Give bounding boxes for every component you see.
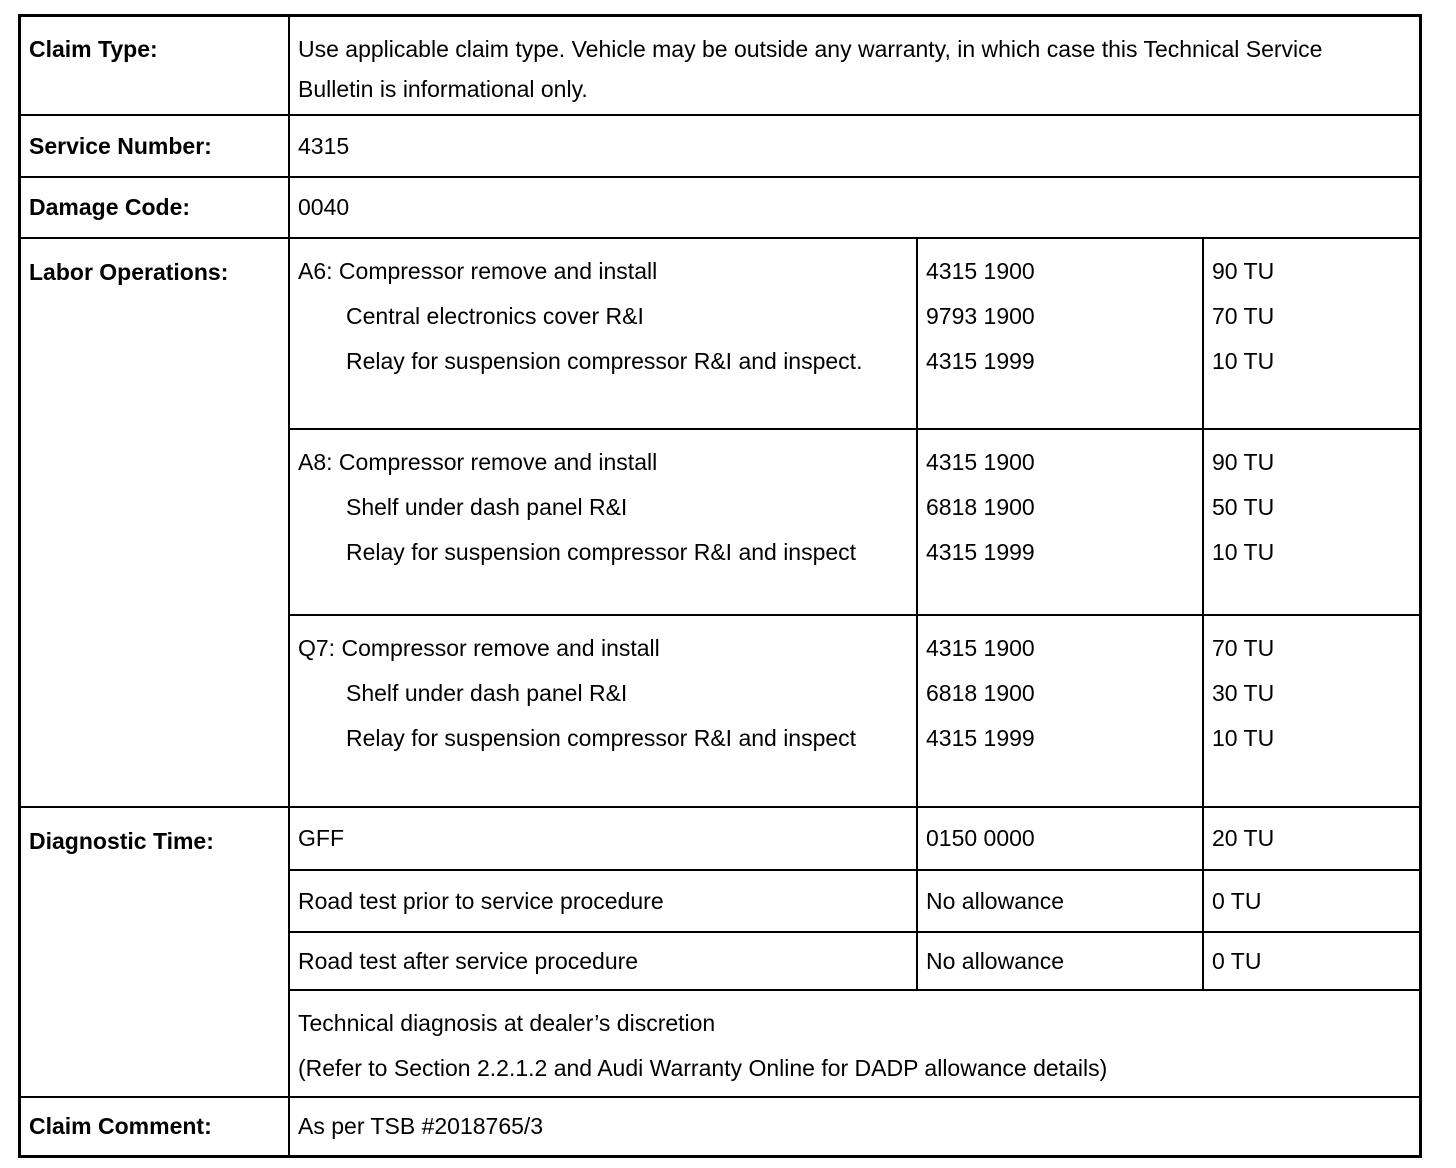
labor-group-q7-codes: 4315 1900 6818 1900 4315 1999 bbox=[918, 616, 1204, 806]
diagnostic-time-value: 20 TU bbox=[1212, 825, 1275, 851]
claim-type-row: Claim Type: Use applicable claim type. V… bbox=[21, 17, 1419, 116]
labor-op-time: 90 TU bbox=[1212, 449, 1275, 475]
labor-op-code: 4315 1999 bbox=[926, 725, 1035, 751]
claim-comment-row: Claim Comment: As per TSB #2018765/3 bbox=[21, 1098, 1419, 1155]
labor-op-code: 4315 1999 bbox=[926, 539, 1035, 565]
labor-op-code: 4315 1900 bbox=[926, 635, 1035, 661]
labor-group-a6-codes: 4315 1900 9793 1900 4315 1999 bbox=[918, 239, 1204, 428]
labor-group-q7: Q7: Compressor remove and install Shelf … bbox=[290, 616, 1419, 806]
labor-operation: Shelf under dash panel R&I bbox=[346, 680, 628, 706]
labor-op-time: 70 TU bbox=[1212, 635, 1275, 661]
labor-group-a8-times: 90 TU 50 TU 10 TU bbox=[1204, 430, 1419, 614]
damage-code-value: 0040 bbox=[298, 194, 350, 220]
labor-operations-row: Labor Operations: A6: Compressor remove … bbox=[21, 239, 1419, 808]
labor-op-time: 90 TU bbox=[1212, 258, 1275, 284]
labor-group-a8: A8: Compressor remove and install Shelf … bbox=[290, 430, 1419, 616]
labor-group-a8-codes: 4315 1900 6818 1900 4315 1999 bbox=[918, 430, 1204, 614]
claim-comment-value: As per TSB #2018765/3 bbox=[298, 1113, 544, 1139]
labor-operations-content: A6: Compressor remove and install Centra… bbox=[290, 239, 1419, 806]
claim-comment-label: Claim Comment: bbox=[21, 1098, 290, 1155]
labor-op-code: 4315 1900 bbox=[926, 449, 1035, 475]
labor-operations-label: Labor Operations: bbox=[21, 239, 290, 806]
claim-type-label: Claim Type: bbox=[21, 17, 290, 114]
labor-operation: Central electronics cover R&I bbox=[346, 303, 644, 329]
labor-op-time: 10 TU bbox=[1212, 348, 1275, 374]
diagnostic-time-content: GFF 0150 0000 20 TU Road test prior to s… bbox=[290, 808, 1419, 1096]
damage-code-label: Damage Code: bbox=[21, 178, 290, 237]
labor-operation: Relay for suspension compressor R&I and … bbox=[346, 725, 857, 751]
labor-op-time: 10 TU bbox=[1212, 725, 1275, 751]
labor-op-time: 70 TU bbox=[1212, 303, 1275, 329]
labor-operation: Relay for suspension compressor R&I and … bbox=[346, 539, 857, 565]
labor-op-code: 6818 1900 bbox=[926, 494, 1035, 520]
diagnostic-code: 0150 0000 bbox=[918, 808, 1204, 869]
diagnostic-time-value: 0 TU bbox=[1212, 947, 1262, 974]
diagnostic-note-line2: (Refer to Section 2.2.1.2 and Audi Warra… bbox=[298, 1055, 1108, 1081]
labor-op-code: 9793 1900 bbox=[926, 303, 1035, 329]
diagnostic-note: Technical diagnosis at dealer’s discreti… bbox=[290, 991, 1419, 1096]
labor-group-a6-descriptions: A6: Compressor remove and install Centra… bbox=[290, 239, 918, 428]
labor-op-code: 6818 1900 bbox=[926, 680, 1035, 706]
diagnostic-row-road-test-prior: Road test prior to service procedure No … bbox=[290, 871, 1419, 933]
diagnostic-time-value: 0 TU bbox=[1212, 887, 1262, 914]
diagnostic-description: GFF bbox=[290, 808, 918, 869]
labor-operation: A6: Compressor remove and install bbox=[298, 258, 658, 284]
diagnostic-description: Road test prior to service procedure bbox=[290, 871, 918, 931]
service-number-row: Service Number: 4315 bbox=[21, 116, 1419, 178]
diagnostic-row-gff: GFF 0150 0000 20 TU bbox=[290, 808, 1419, 871]
tsb-claim-table: Claim Type: Use applicable claim type. V… bbox=[18, 14, 1422, 1158]
damage-code-row: Damage Code: 0040 bbox=[21, 178, 1419, 239]
labor-group-a8-descriptions: A8: Compressor remove and install Shelf … bbox=[290, 430, 918, 614]
labor-op-code: 4315 1900 bbox=[926, 258, 1035, 284]
labor-operation: Q7: Compressor remove and install bbox=[298, 635, 660, 661]
labor-op-code: 4315 1999 bbox=[926, 348, 1035, 374]
diagnostic-code: No allowance bbox=[918, 933, 1204, 989]
diagnostic-code: No allowance bbox=[918, 871, 1204, 931]
service-number-label: Service Number: bbox=[21, 116, 290, 176]
labor-op-time: 30 TU bbox=[1212, 680, 1275, 706]
labor-op-time: 50 TU bbox=[1212, 494, 1275, 520]
service-number-value: 4315 bbox=[298, 132, 350, 159]
labor-operation: Shelf under dash panel R&I bbox=[346, 494, 628, 520]
claim-type-value: Use applicable claim type. Vehicle may b… bbox=[298, 36, 1323, 102]
labor-operation: A8: Compressor remove and install bbox=[298, 449, 658, 475]
diagnostic-row-road-test-after: Road test after service procedure No all… bbox=[290, 933, 1419, 991]
labor-group-q7-times: 70 TU 30 TU 10 TU bbox=[1204, 616, 1419, 806]
labor-operation: Relay for suspension compressor R&I and … bbox=[346, 348, 863, 374]
diagnostic-time-row: Diagnostic Time: GFF 0150 0000 20 TU Roa… bbox=[21, 808, 1419, 1098]
labor-group-q7-descriptions: Q7: Compressor remove and install Shelf … bbox=[290, 616, 918, 806]
labor-group-a6-times: 90 TU 70 TU 10 TU bbox=[1204, 239, 1419, 428]
labor-op-time: 10 TU bbox=[1212, 539, 1275, 565]
diagnostic-time-label: Diagnostic Time: bbox=[21, 808, 290, 1096]
diagnostic-description: Road test after service procedure bbox=[290, 933, 918, 989]
labor-group-a6: A6: Compressor remove and install Centra… bbox=[290, 239, 1419, 430]
diagnostic-note-line1: Technical diagnosis at dealer’s discreti… bbox=[298, 1010, 716, 1036]
